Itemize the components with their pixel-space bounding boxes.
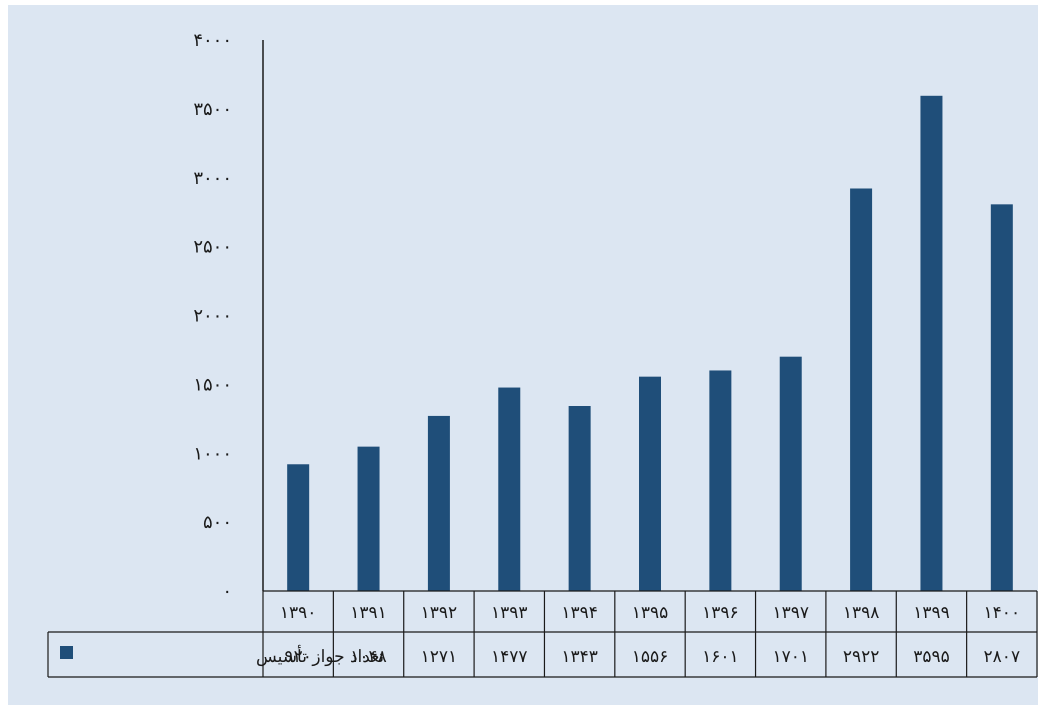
bar (920, 95, 943, 591)
data-table: ۱۳۹۰ ۱۳۹۱ ۱۳۹۲ ۱۳۹۳ ۱۳۹۴ ۱۳۹۵ ۱۳۹۶ ۱۳۹۷ ۱۳۹۸ ۱۳۹۹… (47, 590, 1038, 678)
x-tick-label: ۱۳۹۷ (772, 603, 809, 623)
data-label: ۱۳۴۳ (561, 647, 598, 667)
x-tick-label: ۱۳۹۲ (421, 603, 458, 623)
data-label: ۲۹۲۲ (843, 647, 880, 667)
data-label: ۱۰۴۸ (350, 647, 387, 667)
bars-layer (287, 95, 1013, 591)
bar (568, 406, 591, 591)
x-tick-label: ۱۳۹۸ (843, 603, 880, 623)
x-tick-label: ۱۳۹۴ (561, 603, 598, 623)
y-tick-label: ۴۰۰۰ (193, 30, 232, 51)
bar (287, 464, 310, 591)
bar (357, 446, 380, 591)
y-tick-label: ۱۰۰۰ (193, 443, 232, 464)
data-label: ۹۲۰ (284, 647, 311, 667)
y-tick-label: ۱۵۰۰ (193, 374, 232, 395)
y-tick-label: ۵۰۰ (203, 512, 232, 533)
x-tick-label: ۱۳۹۳ (491, 603, 528, 623)
legend-swatch (60, 646, 73, 659)
y-tick-label: ۳۰۰۰ (193, 168, 232, 189)
data-label: ۳۵۹۵ (913, 647, 950, 667)
chart-background (8, 5, 1038, 705)
x-tick-label: ۱۳۹۹ (913, 603, 950, 623)
bar (850, 188, 873, 591)
x-tick-label: ۱۳۹۶ (702, 603, 739, 623)
x-tick-label: ۱۴۰۰ (984, 603, 1021, 623)
data-label: ۱۲۷۱ (421, 647, 458, 667)
bar (498, 387, 521, 591)
bar (990, 204, 1013, 591)
data-label: ۱۴۷۷ (491, 647, 528, 667)
y-axis: ۰ ۵۰۰ ۱۰۰۰ ۱۵۰۰ ۲۰۰۰ ۲۵۰۰ ۳۰۰۰ ۳۵۰۰ ۴۰۰۰ (193, 30, 264, 602)
bar (779, 356, 802, 591)
y-tick-label: ۲۵۰۰ (193, 237, 232, 258)
x-tick-label: ۱۳۹۱ (350, 603, 387, 623)
x-tick-label: ۱۳۹۰ (280, 603, 317, 623)
legend-label: تعداد جواز تأسیس (256, 644, 384, 667)
data-label: ۲۸۰۷ (984, 647, 1021, 667)
bar (639, 376, 661, 591)
y-tick-label: ۰ (222, 581, 232, 602)
data-label: ۱۵۵۶ (632, 647, 669, 667)
y-tick-label: ۲۰۰۰ (193, 306, 232, 327)
bar (427, 415, 450, 591)
data-label: ۱۷۰۱ (772, 647, 809, 667)
y-tick-label: ۳۵۰۰ (193, 99, 232, 120)
data-label: ۱۶۰۱ (702, 647, 739, 667)
x-tick-label: ۱۳۹۵ (632, 603, 669, 623)
bar (709, 370, 732, 591)
